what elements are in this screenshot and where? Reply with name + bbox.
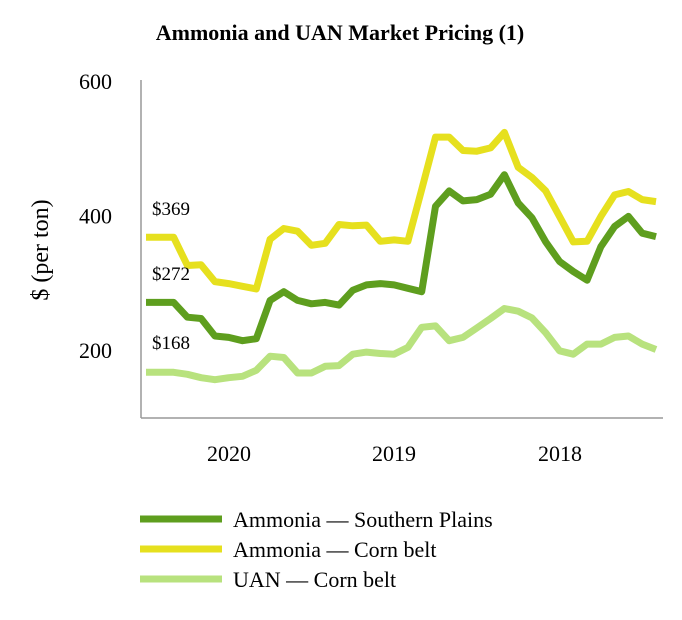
chart-title: Ammonia and UAN Market Pricing (1) <box>156 20 524 45</box>
series-line-ammonia-southern-plains <box>146 171 657 345</box>
legend-label-corn-belt-ammonia: Ammonia — Corn belt <box>233 537 436 562</box>
y-axis-label: $ (per ton) <box>28 199 54 300</box>
y-tick-label-200: 200 <box>79 338 112 363</box>
legend-label-southern-plains: Ammonia — Southern Plains <box>233 507 493 532</box>
series-group <box>146 128 658 384</box>
x-tick-group: 2020 2019 2018 <box>207 441 582 466</box>
series-line-ammonia-corn-belt <box>146 128 657 293</box>
x-tick-label-2020: 2020 <box>207 441 251 466</box>
annotation-uan-corn-belt: $168 <box>152 333 190 354</box>
x-tick-label-2019: 2019 <box>372 441 416 466</box>
annotation-corn-belt-ammonia: $369 <box>152 199 190 220</box>
legend-label-uan-corn-belt: UAN — Corn belt <box>233 567 396 592</box>
y-tick-label-400: 400 <box>79 203 112 228</box>
y-tick-group: 200 400 600 <box>79 69 112 363</box>
y-tick-label-600: 600 <box>79 69 112 94</box>
annotation-southern-plains-ammonia: $272 <box>152 264 190 285</box>
series-line-uan-corn-belt <box>146 305 658 384</box>
legend: Ammonia — Southern Plains Ammonia — Corn… <box>140 507 493 592</box>
x-tick-label-2018: 2018 <box>538 441 582 466</box>
